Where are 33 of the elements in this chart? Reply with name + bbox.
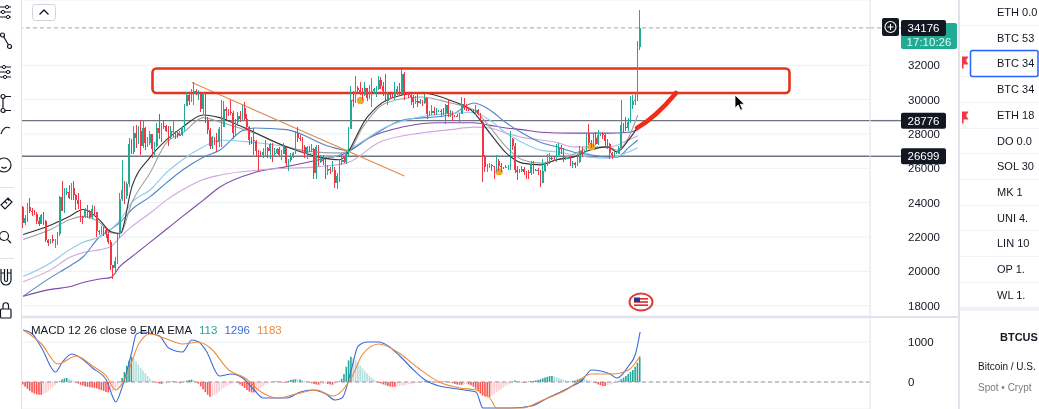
y-tick-label: 24000 <box>908 196 940 209</box>
text: BTCUS <box>1000 330 1038 345</box>
text: BTC 53 <box>997 30 1035 46</box>
text: MACD 12 26 close 9 EMA EMA <box>31 323 193 337</box>
y-tick-label: 32000 <box>908 59 940 72</box>
ref-line-label: 26699 <box>907 150 940 163</box>
text: 17:10:26 <box>906 35 952 48</box>
y-tick-label: 20000 <box>908 265 940 278</box>
ref-line-label: 34176 <box>907 21 940 34</box>
text: 1296 <box>224 323 250 337</box>
text: 113 <box>199 323 218 337</box>
text: DO 0.0 <box>997 133 1032 149</box>
text: Spot • Crypt <box>978 381 1032 395</box>
text: WL 1. <box>997 287 1026 303</box>
y-tick-label: 18000 <box>908 299 940 312</box>
y-tick-label: 26000 <box>908 162 940 175</box>
text: MK 1 <box>997 184 1023 200</box>
text: BTC 34 <box>997 56 1035 72</box>
text: OP 1. <box>997 262 1025 277</box>
y-tick-label: 1000 <box>908 336 934 349</box>
text: Bitcoin / U.S. <box>978 360 1036 374</box>
text: 1183 <box>257 323 282 337</box>
y-tick-label: 28000 <box>908 127 940 140</box>
text: ETH 0.0 <box>997 5 1038 20</box>
text: BTC 34 <box>997 82 1035 98</box>
text: SOL 30 <box>997 159 1034 175</box>
ref-line-label: 28776 <box>907 114 940 127</box>
y-tick-label: 0 <box>908 376 915 389</box>
text: LIN 10 <box>997 236 1030 252</box>
text: UNI 4. <box>997 210 1029 226</box>
y-tick-label: 22000 <box>908 231 940 244</box>
y-tick-label: 30000 <box>908 93 940 106</box>
text: ETH 18 <box>997 107 1035 123</box>
